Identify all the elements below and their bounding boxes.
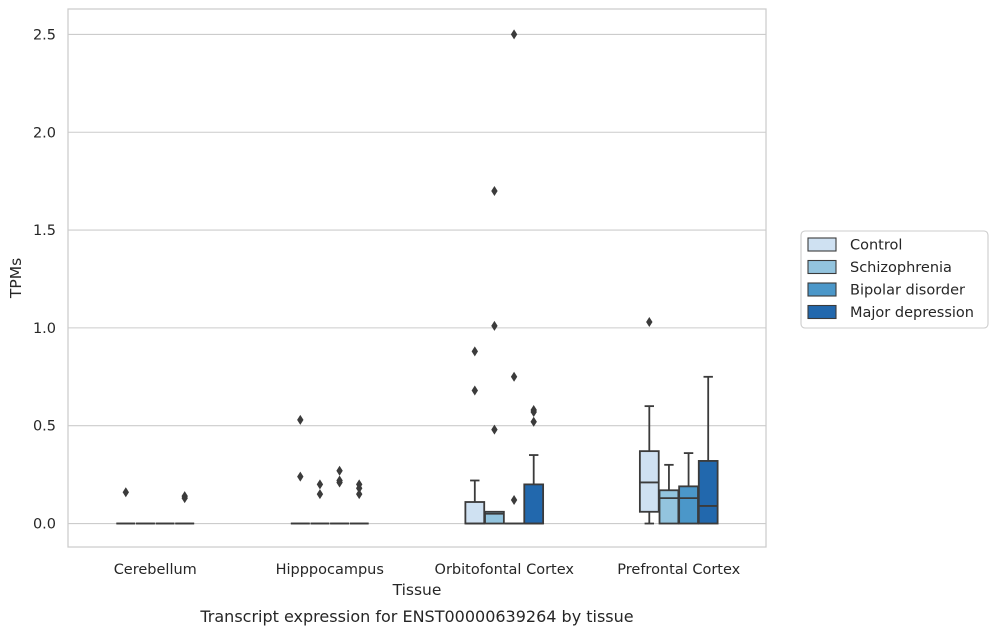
outlier-point xyxy=(510,371,518,382)
box-body xyxy=(638,450,660,513)
outlier-point xyxy=(316,489,324,500)
y-tick-label: 2.5 xyxy=(33,27,56,43)
grid-lines xyxy=(68,33,766,525)
legend-swatch xyxy=(807,304,837,320)
box-2-0 xyxy=(464,346,486,525)
boxes xyxy=(116,29,719,525)
legend: Control Schizophrenia Bipolar disorder Majo… xyxy=(800,230,989,329)
box-2-2 xyxy=(504,29,524,525)
y-tick-label: 0.5 xyxy=(33,419,56,435)
outlier-point xyxy=(491,424,498,435)
outlier-point xyxy=(297,471,304,482)
outlier-point xyxy=(316,479,324,490)
x-tick-label: Cerebellum xyxy=(114,562,197,578)
outlier-point xyxy=(646,317,653,328)
box-2-3 xyxy=(523,405,545,525)
x-axis-label: Tissue xyxy=(392,581,442,599)
box-0-3 xyxy=(175,491,195,525)
outlier-point xyxy=(355,489,363,500)
box-2-1 xyxy=(484,185,505,525)
box-1-2 xyxy=(330,465,349,525)
x-tick-labels: Cerebellum Hipppocampus Orbitofontal Corte… xyxy=(114,562,741,578)
outlier-point xyxy=(510,495,518,506)
y-tick-label: 0.0 xyxy=(33,517,56,533)
x-tick-label: Orbitofontal Cortex xyxy=(435,562,575,578)
legend-label: Control xyxy=(850,238,902,254)
box-body xyxy=(484,510,505,525)
outlier-point xyxy=(491,185,498,196)
outlier-point xyxy=(471,385,479,396)
chart-caption: Transcript expression for ENST0000063926… xyxy=(199,607,633,626)
outlier-point xyxy=(510,29,518,40)
legend-frame xyxy=(800,230,989,329)
box-3-1 xyxy=(658,463,680,525)
box-3-3 xyxy=(697,375,719,525)
legend-label: Schizophrenia xyxy=(850,260,952,276)
legend-swatch xyxy=(807,237,837,252)
box-body xyxy=(523,483,545,525)
box-0-0 xyxy=(116,487,136,525)
y-tick-label: 1.5 xyxy=(33,223,56,239)
box-body xyxy=(678,485,699,525)
outlier-point xyxy=(355,483,363,494)
box-1-3 xyxy=(349,479,369,525)
x-tick-label: Hipppocampus xyxy=(276,562,384,578)
box-1-0 xyxy=(290,414,310,525)
box-3-2 xyxy=(678,452,699,525)
outlier-point xyxy=(181,493,188,504)
legend-label: Major depression xyxy=(850,305,974,321)
y-tick-label: 2.0 xyxy=(33,125,56,141)
box-body xyxy=(658,489,680,525)
outlier-point xyxy=(530,416,537,427)
outlier-point xyxy=(471,346,479,357)
outlier-point xyxy=(336,477,343,488)
box-1-1 xyxy=(310,479,330,525)
y-tick-label: 1.0 xyxy=(33,321,56,337)
x-tick-label: Prefrontal Cortex xyxy=(617,562,740,578)
outlier-point xyxy=(530,407,537,418)
legend-swatch xyxy=(807,282,837,297)
plot-frame xyxy=(67,8,767,548)
outlier-point xyxy=(336,465,343,476)
y-tick-labels: 0.0 0.5 1.0 1.5 2.0 2.5 xyxy=(33,27,56,532)
outlier-point xyxy=(491,320,498,331)
outlier-point xyxy=(122,487,130,498)
y-axis-label: TPMs xyxy=(7,258,25,299)
box-body xyxy=(464,501,486,525)
box-3-0 xyxy=(638,317,660,525)
legend-label: Bipolar disorder xyxy=(850,283,965,299)
legend-swatch xyxy=(807,259,837,275)
box-body xyxy=(697,460,719,525)
outlier-point xyxy=(297,414,304,425)
